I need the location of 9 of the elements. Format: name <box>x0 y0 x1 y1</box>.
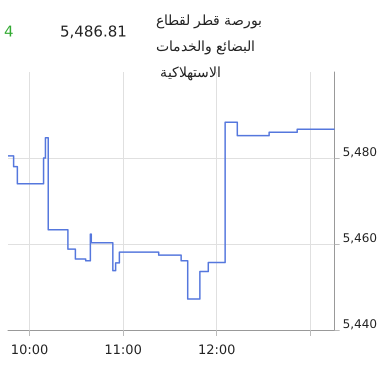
chart-title: بورصة قطر لقطاع البضائع والخدمات الاستهلاكية <box>156 12 266 81</box>
y-tick-label: 5,440 <box>342 317 378 331</box>
x-tick-label: 11:00 <box>104 343 142 358</box>
text: 4 <box>4 22 14 40</box>
y-tick-label: 5,480 <box>342 145 378 159</box>
x-tick-label: 12:00 <box>198 343 236 358</box>
x-tick-label: 10:00 <box>10 343 48 358</box>
y-tick-label: 5,460 <box>342 231 378 245</box>
text: 5,486.81 <box>60 22 127 40</box>
